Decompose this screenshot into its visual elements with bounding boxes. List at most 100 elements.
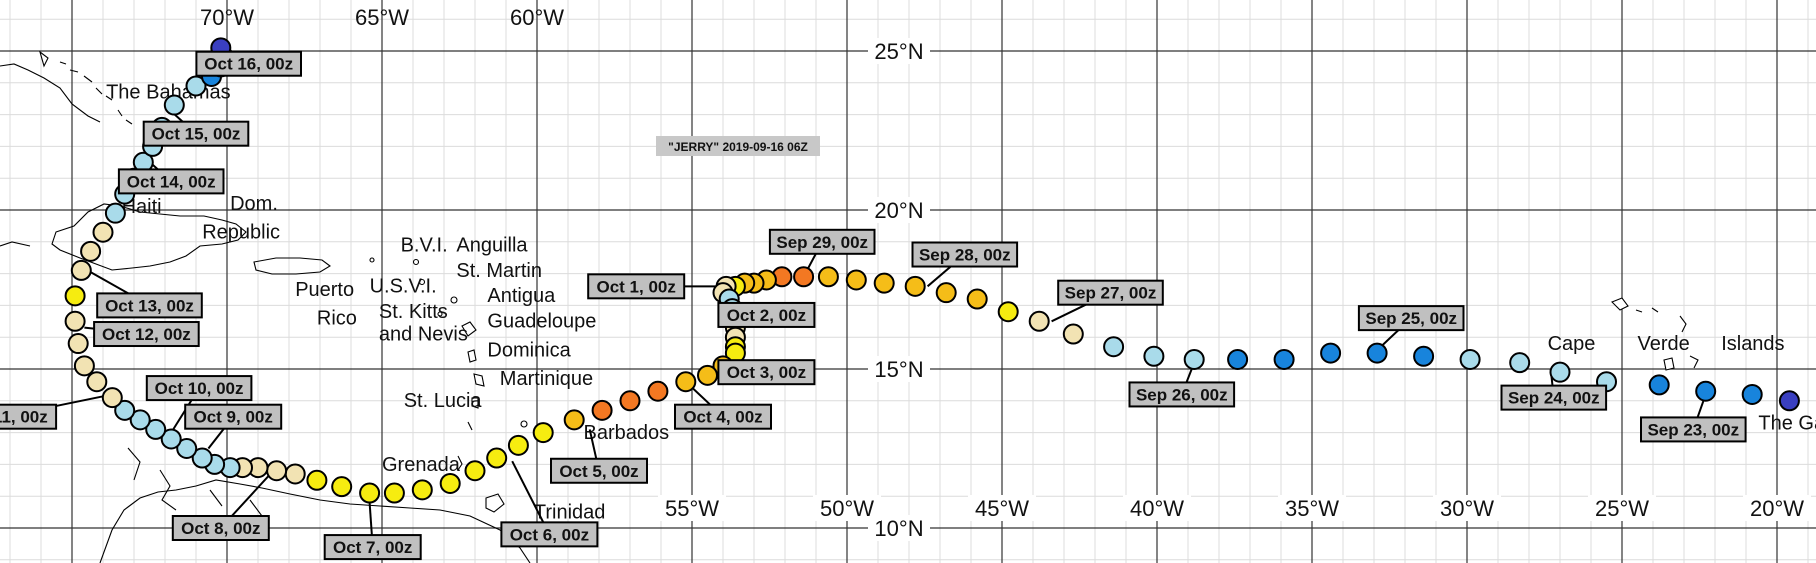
small-islands [369, 257, 1699, 471]
track-point [1509, 352, 1531, 374]
date-label: Oct 8, 00z [171, 515, 270, 541]
track-point [1273, 348, 1295, 370]
date-label-text: Sep 23, 00z [1647, 420, 1739, 439]
date-label: Sep 23, 00z [1640, 416, 1747, 443]
track-point [80, 240, 102, 262]
lon-tick-label: 70°W [200, 5, 254, 30]
island-montserrat [437, 311, 443, 317]
date-label-text: Oct 6, 00z [510, 525, 589, 544]
date-label: Oct 9, 00z [184, 403, 283, 430]
place-label: Cape [1548, 333, 1596, 355]
date-labels: Oct 16, 00z Oct 15, 00z Oct 14, 00z Oct 13,… [0, 50, 1747, 561]
date-label-box [768, 228, 876, 255]
track-point [563, 409, 585, 431]
track-point [1028, 310, 1050, 332]
track-point [1143, 345, 1165, 367]
track-point [619, 390, 641, 412]
lon-tick-label: 50°W [820, 496, 874, 521]
track-point [904, 275, 926, 297]
track-point [1413, 345, 1435, 367]
date-label-box [117, 168, 225, 195]
date-label-text: Oct 9, 00z [194, 408, 273, 427]
date-label: Sep 24, 00z [1500, 384, 1608, 411]
lon-tick-label: 30°W [1440, 496, 1494, 521]
date-label: Oct 10, 00z [145, 375, 253, 402]
puerto-rico-coast [253, 257, 331, 275]
track-point [1183, 348, 1205, 370]
date-label: Oct 4, 00z [674, 403, 772, 430]
place-label: Trinidad [534, 501, 606, 523]
lat-tick-label: 15°N [874, 357, 923, 382]
place-label: The Ga [1758, 412, 1816, 434]
track-point [411, 479, 433, 501]
track-point [817, 266, 839, 288]
date-label-box [674, 403, 772, 430]
lat-tick-bg [868, 356, 930, 382]
lon-tick-label: 45°W [975, 496, 1029, 521]
lon-tick-bg [1588, 495, 1656, 521]
date-label-text: Sep 29, 00z [776, 233, 868, 252]
lon-tick-bg [658, 495, 726, 521]
island-cape-verde-north [1611, 297, 1687, 333]
lon-tick-bg [813, 495, 881, 521]
lon-tick-label: 35°W [1285, 496, 1339, 521]
date-label-box [911, 241, 1019, 268]
track-point [873, 272, 895, 294]
island-cape-verde-south [1663, 355, 1699, 371]
island-bvi [369, 257, 375, 263]
track-point [114, 399, 136, 421]
date-label-text: Oct 7, 00z [333, 538, 412, 557]
date-label-text: Sep 28, 00z [919, 246, 1011, 265]
track-point [359, 482, 381, 504]
island-dominica [467, 349, 477, 363]
lon-tick-label: 65°W [355, 5, 409, 30]
date-label-text: Sep 26, 00z [1136, 385, 1228, 404]
date-label-box [1357, 305, 1465, 332]
place-label: and Nevis [379, 323, 468, 345]
track-point [104, 202, 126, 224]
place-label: St. Lucia [404, 390, 483, 412]
lon-tick-label: 40°W [1130, 496, 1184, 521]
date-label-box [145, 375, 253, 402]
track-point [64, 310, 86, 332]
place-label: Antigua [487, 285, 556, 307]
date-label-text: Oct 1, 00z [597, 277, 676, 296]
track-point [1549, 361, 1571, 383]
place-label: B.V.I. [401, 234, 448, 256]
cuba-coast [0, 63, 101, 247]
date-label: Sep 29, 00z [768, 228, 876, 255]
date-label-text: Oct 10, 00z [155, 379, 244, 398]
track-point [845, 269, 867, 291]
date-label-box [323, 534, 422, 561]
date-label-text: Oct 5, 00z [559, 462, 638, 481]
date-label: Sep 26, 00z [1128, 381, 1236, 408]
trinidad-coast [485, 493, 505, 513]
date-label-text: Oct 14, 00z [127, 172, 216, 191]
track-point [176, 438, 198, 459]
island-anguilla [412, 258, 420, 266]
place-label: St. Martin [456, 260, 542, 282]
lat-tick-label: 20°N [874, 198, 923, 223]
lon-tick-label: 60°W [510, 5, 564, 30]
track-point [163, 94, 185, 116]
place-label: U.S.V.I. [370, 276, 437, 298]
track-point [966, 288, 988, 310]
date-label-box [195, 50, 302, 77]
date-label-box [184, 403, 283, 430]
date-label-box [550, 457, 648, 484]
track-point [92, 221, 114, 243]
track-point [1648, 374, 1670, 396]
track-point [191, 447, 213, 469]
track-point [64, 285, 86, 307]
track-point [1320, 342, 1342, 364]
place-label: Dominica [487, 339, 571, 361]
lat-tick-bg [868, 38, 930, 64]
date-label: Oct 14, 00z [117, 168, 225, 195]
date-label-box [142, 120, 250, 147]
place-label: Martinique [500, 368, 593, 390]
storm-tag-text: "JERRY" 2019-09-16 06Z [668, 140, 808, 154]
lon-tick-label: 55°W [665, 496, 719, 521]
lon-tick-bg [1433, 495, 1501, 521]
track-point [532, 422, 554, 444]
